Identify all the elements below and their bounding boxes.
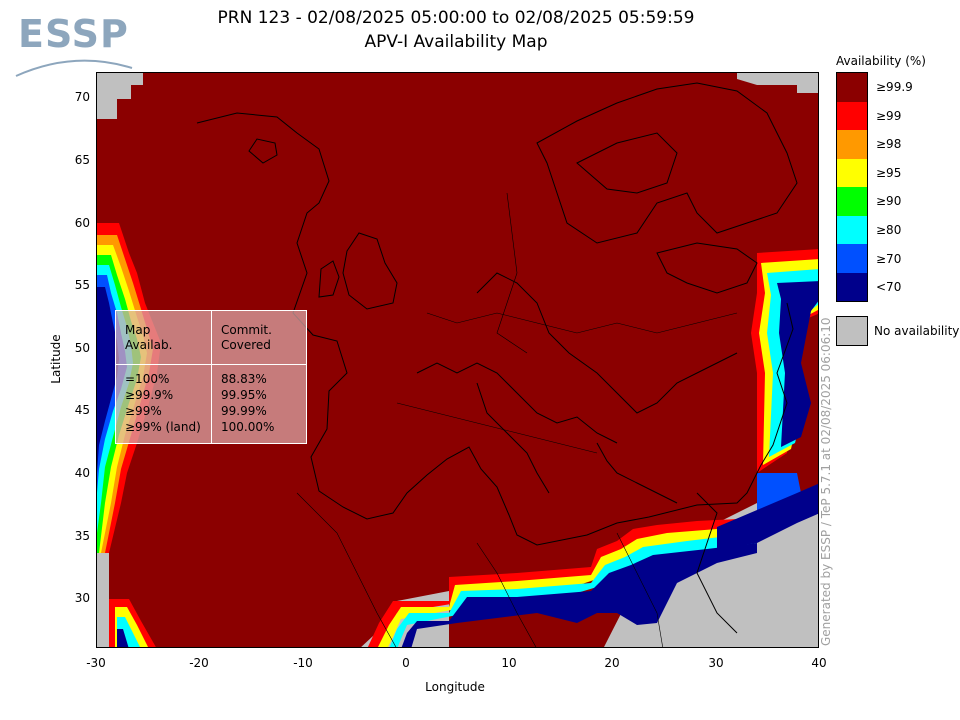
y-tick-label: 40	[74, 466, 90, 480]
x-axis-label: Longitude	[425, 680, 485, 694]
y-tick-label: 70	[74, 90, 90, 104]
no-availability-label: No availability	[874, 324, 960, 338]
y-tick-label: 65	[74, 153, 90, 167]
x-tick-label: 10	[501, 656, 517, 670]
logo-text: ESSP	[18, 12, 129, 56]
y-axis-label: Latitude	[49, 334, 63, 384]
stats-header-map: Map Availab.	[125, 323, 173, 352]
legend-swatch	[837, 244, 867, 273]
legend-swatch	[837, 272, 867, 301]
x-tick-label: 20	[604, 656, 620, 670]
x-tick-label: -30	[86, 656, 106, 670]
x-tick-label: -10	[293, 656, 313, 670]
legend-label: ≥99	[876, 108, 902, 123]
stats-map-value: ≥99.9%	[125, 388, 174, 402]
stats-covered-value: 99.95%	[221, 388, 267, 402]
legend-colorbar	[836, 72, 868, 302]
logo-swoosh-icon	[15, 59, 133, 77]
legend-label: ≥99.9	[876, 80, 913, 94]
y-tick-label: 60	[74, 216, 90, 230]
stats-map-value: ≥99% (land)	[125, 420, 201, 434]
legend-swatch	[837, 101, 867, 130]
stats-map-value: ≥99%	[125, 404, 162, 418]
generated-by-footer: Generated by ESSP / TeP 5.7.1 at 02/08/2…	[819, 317, 833, 646]
essp-logo: ESSP	[14, 12, 134, 82]
legend-label: ≥70	[876, 251, 902, 266]
y-tick-label: 30	[74, 591, 90, 605]
map-subtitle: APV-I Availability Map	[364, 32, 548, 52]
y-tick-label: 35	[74, 529, 90, 543]
y-tick-label: 50	[74, 341, 90, 355]
stats-covered-value: 99.99%	[221, 404, 267, 418]
y-tick-label: 45	[74, 403, 90, 417]
stats-map-value: =100%	[125, 372, 170, 386]
x-tick-label: -20	[189, 656, 209, 670]
legend-label: <70	[876, 280, 902, 295]
map-title: PRN 123 - 02/08/2025 05:00:00 to 02/08/2…	[217, 8, 695, 28]
y-tick-label: 55	[74, 278, 90, 292]
stats-covered-value: 100.00%	[221, 420, 275, 434]
x-tick-label: 30	[708, 656, 724, 670]
legend-label: ≥98	[876, 137, 902, 152]
legend-swatch	[837, 130, 867, 159]
stats-covered-value: 88.83%	[221, 372, 267, 386]
legend-label: ≥80	[876, 223, 902, 237]
x-tick-label: 0	[402, 656, 410, 670]
legend-swatch	[837, 73, 867, 102]
legend-swatch	[837, 187, 867, 216]
no-availability-swatch	[836, 316, 868, 346]
legend-label: ≥95	[876, 165, 902, 180]
legend-swatch	[837, 158, 867, 187]
coverage-stats-table: Map Availab. Commit. Covered =100% ≥99.9…	[115, 310, 307, 444]
legend-swatch	[837, 215, 867, 244]
stats-header-covered: Commit. Covered	[221, 323, 272, 352]
legend-title: Availability (%)	[836, 54, 926, 68]
x-tick-label: 40	[811, 656, 827, 670]
legend-label: ≥90	[876, 194, 902, 209]
